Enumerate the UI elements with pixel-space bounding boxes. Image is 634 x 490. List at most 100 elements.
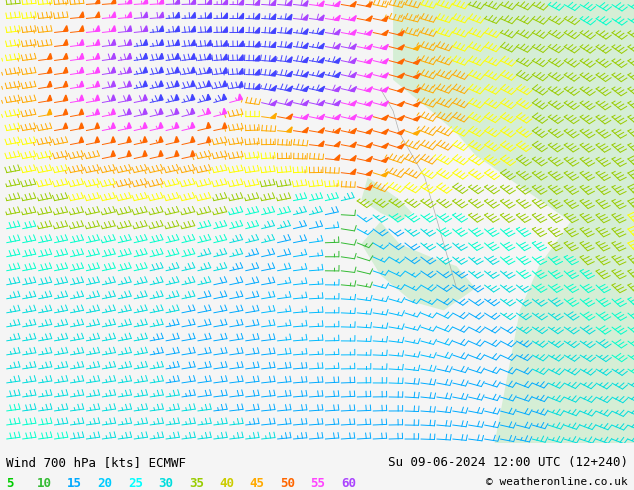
Polygon shape — [95, 67, 100, 73]
Polygon shape — [159, 26, 164, 31]
Polygon shape — [175, 26, 179, 32]
Polygon shape — [318, 43, 324, 49]
Polygon shape — [302, 127, 308, 133]
Polygon shape — [318, 141, 324, 146]
Polygon shape — [495, 221, 634, 443]
Text: 60: 60 — [341, 477, 356, 490]
Polygon shape — [413, 130, 420, 135]
Polygon shape — [95, 109, 100, 115]
Polygon shape — [302, 57, 308, 63]
Polygon shape — [143, 12, 148, 18]
Polygon shape — [287, 0, 292, 5]
Polygon shape — [63, 81, 68, 87]
Polygon shape — [79, 25, 84, 31]
Polygon shape — [207, 81, 211, 87]
Polygon shape — [318, 29, 324, 34]
Polygon shape — [143, 53, 148, 59]
Polygon shape — [398, 59, 404, 64]
Polygon shape — [382, 157, 389, 162]
Polygon shape — [413, 102, 420, 107]
Polygon shape — [350, 87, 356, 92]
Polygon shape — [334, 58, 340, 63]
Polygon shape — [95, 53, 100, 59]
Polygon shape — [223, 81, 227, 87]
Polygon shape — [350, 58, 356, 63]
Polygon shape — [366, 44, 372, 49]
Polygon shape — [350, 169, 356, 174]
Polygon shape — [350, 142, 356, 147]
Polygon shape — [286, 100, 293, 105]
Polygon shape — [127, 12, 132, 18]
Polygon shape — [350, 44, 356, 49]
Polygon shape — [398, 116, 404, 121]
Polygon shape — [95, 12, 100, 18]
Polygon shape — [191, 26, 195, 32]
Polygon shape — [239, 68, 243, 74]
Polygon shape — [255, 14, 259, 19]
Polygon shape — [95, 40, 100, 45]
Polygon shape — [334, 44, 340, 49]
Polygon shape — [287, 14, 292, 20]
Polygon shape — [413, 74, 420, 78]
Polygon shape — [413, 45, 420, 50]
Polygon shape — [127, 95, 131, 101]
Polygon shape — [143, 137, 147, 143]
Polygon shape — [361, 221, 476, 311]
Polygon shape — [318, 114, 325, 120]
Polygon shape — [95, 137, 100, 143]
Polygon shape — [79, 40, 84, 45]
Polygon shape — [158, 137, 163, 143]
Polygon shape — [287, 127, 292, 132]
Polygon shape — [334, 29, 340, 35]
Polygon shape — [111, 109, 115, 115]
Polygon shape — [79, 81, 84, 87]
Polygon shape — [271, 71, 276, 76]
Polygon shape — [191, 40, 195, 46]
Polygon shape — [302, 0, 308, 6]
Polygon shape — [95, 123, 100, 129]
Polygon shape — [398, 30, 404, 36]
Polygon shape — [111, 53, 115, 59]
Polygon shape — [127, 40, 132, 45]
Text: 30: 30 — [158, 477, 174, 490]
Polygon shape — [175, 12, 179, 18]
Polygon shape — [271, 113, 276, 119]
Polygon shape — [112, 0, 116, 4]
Polygon shape — [63, 95, 68, 101]
Text: Su 09-06-2024 12:00 UTC (12+240): Su 09-06-2024 12:00 UTC (12+240) — [387, 457, 628, 469]
Polygon shape — [318, 86, 325, 92]
Polygon shape — [79, 137, 84, 143]
Polygon shape — [174, 122, 179, 128]
Polygon shape — [223, 13, 228, 18]
Polygon shape — [207, 122, 210, 128]
Polygon shape — [158, 95, 163, 100]
Polygon shape — [223, 0, 228, 4]
Polygon shape — [318, 100, 325, 105]
Polygon shape — [382, 143, 389, 148]
Polygon shape — [79, 109, 84, 115]
Polygon shape — [366, 2, 372, 7]
Polygon shape — [239, 0, 243, 5]
Polygon shape — [302, 29, 308, 34]
Polygon shape — [79, 53, 84, 59]
Polygon shape — [112, 12, 116, 18]
Polygon shape — [270, 100, 277, 106]
Polygon shape — [398, 73, 404, 78]
Polygon shape — [271, 28, 276, 33]
Polygon shape — [382, 73, 389, 78]
Polygon shape — [79, 123, 84, 129]
Polygon shape — [302, 100, 309, 105]
Polygon shape — [159, 12, 164, 18]
Polygon shape — [382, 172, 389, 176]
Polygon shape — [382, 30, 389, 35]
Polygon shape — [143, 150, 147, 157]
Text: 35: 35 — [189, 477, 204, 490]
Polygon shape — [191, 67, 195, 73]
Polygon shape — [159, 0, 164, 4]
Polygon shape — [334, 142, 340, 147]
Polygon shape — [111, 122, 115, 129]
Polygon shape — [350, 155, 356, 161]
Polygon shape — [287, 57, 292, 62]
Polygon shape — [334, 114, 340, 120]
Polygon shape — [48, 95, 52, 101]
